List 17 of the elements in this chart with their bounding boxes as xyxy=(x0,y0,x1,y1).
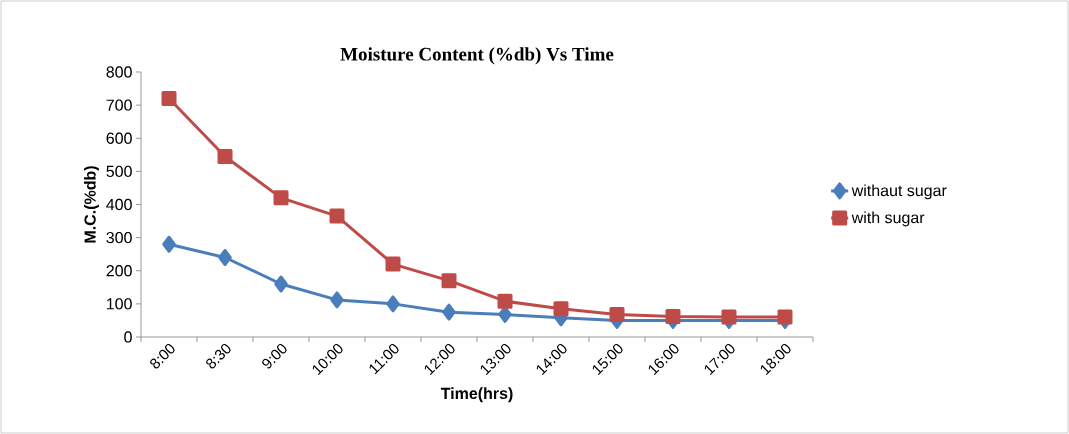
chart-title: Moisture Content (%db) Vs Time xyxy=(340,47,614,65)
y-tick-label: 700 xyxy=(106,99,132,111)
legend-label: withaut sugar xyxy=(851,184,947,200)
x-tick-label: 8:30 xyxy=(206,343,231,369)
x-tick-label: 9:00 xyxy=(262,343,287,369)
x-tick-label: 8:00 xyxy=(150,343,175,369)
y-tick-label: 300 xyxy=(106,231,132,244)
legend-label: with sugar xyxy=(851,211,925,227)
y-tick-label: 200 xyxy=(106,265,132,277)
y-tick-label: 400 xyxy=(106,198,132,211)
x-axis-title: Time(hrs) xyxy=(440,387,513,403)
y-tick-label: 800 xyxy=(106,66,132,78)
y-tick-label: 0 xyxy=(124,331,132,343)
y-axis-title: M.C.(%db) xyxy=(84,166,99,243)
y-tick-label: 500 xyxy=(106,165,132,178)
y-tick-label: 600 xyxy=(106,132,132,144)
y-tick-label: 100 xyxy=(107,298,132,310)
